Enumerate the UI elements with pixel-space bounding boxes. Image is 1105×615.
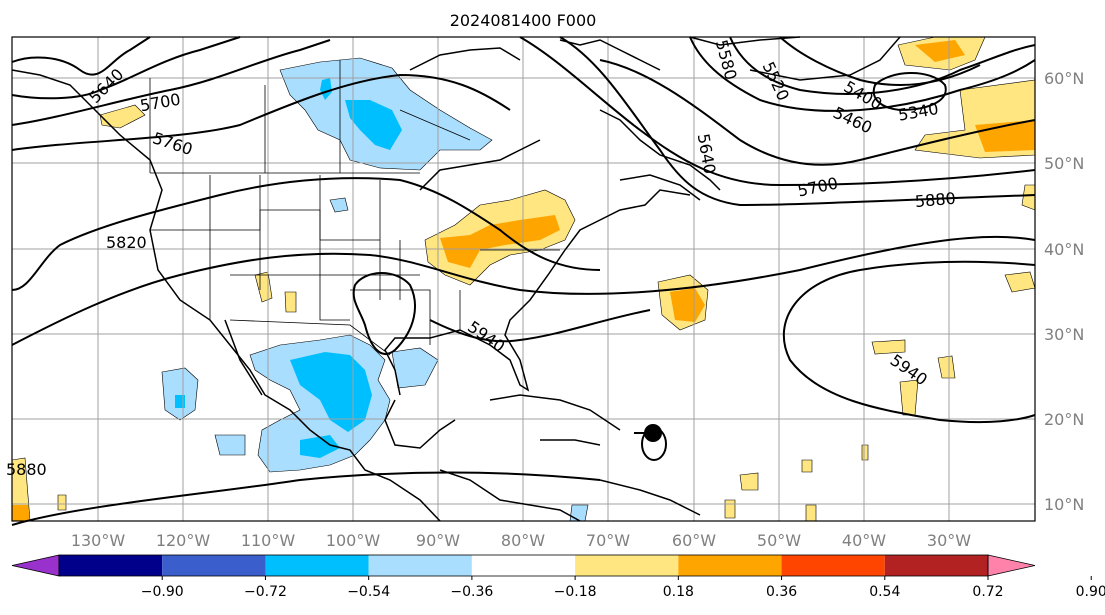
lon-tick-label: 60°W — [672, 531, 716, 550]
storm-marker — [634, 424, 667, 461]
colorbar-segment — [162, 555, 266, 576]
shade-orange-atlantic — [670, 288, 705, 322]
shade-orange-east — [975, 120, 1035, 152]
shade-blue-pacific2 — [214, 434, 246, 456]
shade-blue-canada-core — [345, 100, 402, 150]
shade-blue-small — [329, 197, 349, 213]
colorbar-tick-label: 0.18 — [663, 584, 694, 600]
colorbar-extend-low — [11, 554, 60, 577]
lat-tick-label: 60°N — [1044, 69, 1084, 88]
political-borders — [149, 60, 560, 356]
lon-tick-label: 80°W — [501, 531, 545, 550]
shade-blue-mexico-core — [290, 352, 372, 432]
lat-tick-label: 30°N — [1044, 325, 1084, 344]
colorbar-segment — [59, 555, 163, 576]
shade-yellow-mid2 — [937, 355, 956, 379]
lon-tick-label: 70°W — [586, 531, 630, 550]
shade-yellow-alaska — [99, 104, 146, 129]
lat-tick-label: 20°N — [1044, 410, 1084, 429]
lon-tick-label: 40°W — [842, 531, 886, 550]
coastlines — [11, 36, 901, 522]
shade-yellow-sw2 — [284, 291, 297, 313]
shade-orange-greenland — [915, 40, 965, 62]
contour-labels: 5640 5700 5760 5820 5580 5520 5640 5400 … — [6, 38, 956, 479]
colorbar-tick-label: 0.72 — [972, 584, 1003, 600]
lon-tick-label: 50°W — [757, 531, 801, 550]
latitude-labels: 60°N 50°N 40°N 30°N 20°N 10°N — [1044, 69, 1084, 514]
colorbar: −0.90 −0.72 −0.54 −0.36 −0.18 0.18 0.36 0.54 0.7… — [11, 554, 1105, 600]
lat-tick-label: 40°N — [1044, 240, 1084, 259]
colorbar-tick-label: 0.36 — [766, 584, 797, 600]
map-area: 5640 5700 5760 5820 5580 5520 5640 5400 … — [6, 36, 1036, 526]
colorbar-tick-label: 0.90 — [1076, 584, 1105, 600]
lon-tick-label: 130°W — [71, 531, 126, 550]
shade-yellow-sw3 — [57, 494, 67, 511]
lon-tick-label: 90°W — [416, 531, 460, 550]
lat-tick-label: 10°N — [1044, 495, 1084, 514]
colorbar-tick-label: −0.18 — [554, 584, 597, 600]
storm-center-dot — [644, 424, 662, 442]
colorbar-segment — [265, 555, 369, 576]
shade-blue-carib — [569, 504, 589, 522]
lon-tick-label: 120°W — [156, 531, 211, 550]
colorbar-segment — [678, 555, 782, 576]
contour-label: 5820 — [106, 233, 147, 252]
colorbar-extend-high — [987, 554, 1036, 577]
shade-yellow-mid5 — [801, 459, 813, 473]
shade-blue-canada-core2 — [320, 78, 332, 100]
colorbar-segment — [884, 555, 988, 576]
lat-tick-label: 50°N — [1044, 154, 1084, 173]
contour-label: 5880 — [914, 189, 956, 211]
colorbar-tick-label: −0.90 — [141, 584, 184, 600]
shade-yellow-mid1 — [871, 339, 906, 355]
shade-blue-mexico-core2 — [300, 435, 340, 458]
shade-orange-lakes — [440, 215, 560, 268]
colorbar-tick-label: −0.36 — [450, 584, 493, 600]
colorbar-segment — [471, 555, 576, 576]
longitude-labels: 130°W 120°W 110°W 100°W 90°W 80°W 70°W 6… — [71, 531, 971, 550]
lon-tick-label: 30°W — [927, 531, 971, 550]
shade-yellow-mid6 — [805, 504, 817, 522]
shade-yellow-mid4 — [739, 472, 759, 491]
colorbar-tick-label: 0.54 — [869, 584, 900, 600]
colorbar-tick-label: −0.54 — [347, 584, 390, 600]
graticule — [12, 37, 1035, 521]
shade-blue-pacific — [161, 367, 199, 421]
map-title: 2024081400 F000 — [450, 11, 597, 30]
colorbar-segment — [575, 555, 679, 576]
colorbar-tick-label: −0.72 — [244, 584, 287, 600]
shade-yellow-mid8 — [861, 444, 869, 461]
shade-yellow-mid7 — [724, 499, 736, 519]
lon-tick-label: 110°W — [241, 531, 296, 550]
shade-orange-swcorner — [12, 505, 30, 521]
colorbar-segment — [368, 555, 472, 576]
lon-tick-label: 100°W — [326, 531, 381, 550]
colorbar-segment — [781, 555, 885, 576]
contour-label: 5880 — [6, 460, 47, 479]
height-contours — [11, 36, 1036, 526]
